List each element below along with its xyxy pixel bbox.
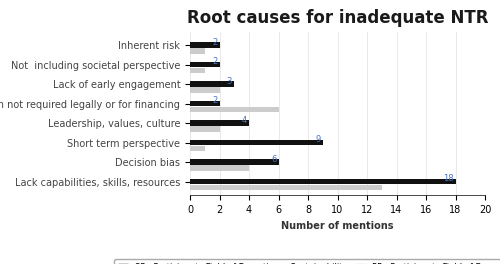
Bar: [190, 43, 220, 48]
Bar: [190, 48, 205, 54]
Text: 9: 9: [316, 135, 320, 144]
Bar: [190, 185, 382, 190]
Bar: [190, 159, 278, 165]
Bar: [190, 87, 220, 93]
Bar: [190, 126, 220, 132]
Bar: [190, 165, 249, 171]
Bar: [190, 107, 278, 112]
Bar: [190, 140, 323, 145]
Text: 2: 2: [212, 96, 218, 105]
Legend: SP : Participants:Field of Expertise = Sustainability, PP : Participants:Field o: SP : Participants:Field of Expertise = S…: [114, 259, 500, 264]
Text: 18: 18: [442, 174, 454, 183]
Bar: [190, 62, 220, 67]
Bar: [190, 81, 234, 87]
Bar: [190, 120, 249, 126]
Bar: [190, 101, 220, 106]
X-axis label: Number of mentions: Number of mentions: [281, 221, 394, 231]
Title: Root causes for inadequate NTR: Root causes for inadequate NTR: [187, 9, 488, 27]
Bar: [190, 146, 205, 151]
Text: 2: 2: [212, 38, 218, 47]
Text: 3: 3: [226, 77, 232, 86]
Text: 2: 2: [212, 57, 218, 66]
Bar: [190, 179, 456, 184]
Text: 4: 4: [242, 116, 247, 125]
Bar: [190, 68, 205, 73]
Text: 6: 6: [271, 155, 276, 164]
